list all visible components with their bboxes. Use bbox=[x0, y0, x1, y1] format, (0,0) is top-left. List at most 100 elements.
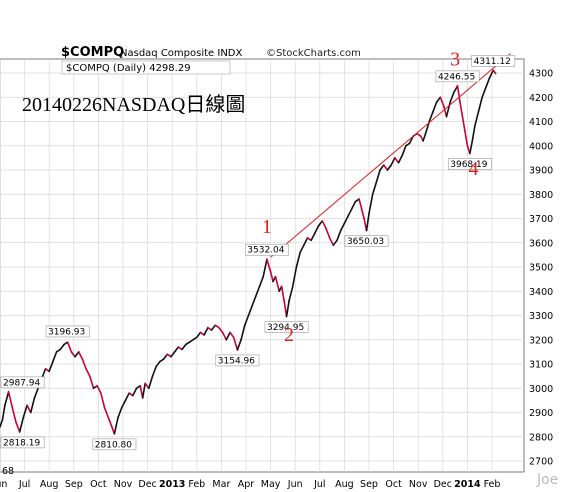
callout-label: 3294.95 bbox=[267, 323, 304, 333]
chart-title: 20140226NASDAQ日線圖 bbox=[22, 93, 245, 116]
price-segment bbox=[368, 193, 374, 215]
grid bbox=[0, 59, 524, 472]
y-tick-label: 2700 bbox=[529, 457, 553, 468]
price-segment bbox=[269, 271, 274, 283]
callout-box bbox=[264, 321, 309, 333]
x-tick-label: Sep bbox=[65, 479, 83, 490]
x-tick-label: Oct bbox=[90, 479, 107, 490]
callout-label: 2818.19 bbox=[3, 438, 40, 448]
y-tick-label: 3300 bbox=[529, 311, 553, 322]
price-segment bbox=[336, 229, 342, 242]
price-segment bbox=[132, 387, 138, 397]
price-segment bbox=[471, 125, 476, 142]
chart-symbol: $COMPQ bbox=[61, 45, 124, 60]
x-tick-label: Mar bbox=[212, 479, 230, 490]
price-segment bbox=[360, 208, 365, 220]
x-tick-label: Aug bbox=[335, 479, 354, 490]
callout-box bbox=[45, 325, 90, 338]
y-tick-label: 4100 bbox=[529, 117, 553, 128]
price-segment bbox=[74, 351, 80, 358]
price-segment bbox=[22, 404, 28, 419]
price-segment bbox=[29, 397, 36, 414]
y-tick-label: 3700 bbox=[529, 214, 553, 225]
price-segment bbox=[449, 91, 455, 103]
wave-label: 4 bbox=[469, 158, 479, 180]
callout-label: 3968.19 bbox=[450, 160, 487, 170]
price-segment bbox=[251, 295, 257, 307]
signature: Joe bbox=[536, 472, 558, 488]
price-segment bbox=[285, 300, 290, 318]
y-tick-label: 3000 bbox=[529, 384, 553, 395]
price-segment bbox=[283, 300, 288, 318]
wave-label: 2 bbox=[284, 324, 294, 346]
price-segment bbox=[390, 157, 396, 166]
callout-label: 3154.96 bbox=[218, 356, 255, 366]
price-segment bbox=[459, 101, 464, 118]
callout-box bbox=[0, 376, 45, 389]
price-segment bbox=[210, 324, 217, 331]
y-tick-label: 3800 bbox=[529, 190, 553, 201]
price-segment bbox=[258, 275, 265, 288]
price-segment bbox=[314, 224, 320, 234]
price-segment bbox=[317, 220, 324, 227]
price-segment bbox=[325, 227, 331, 239]
price-segment bbox=[33, 387, 39, 399]
x-tick-label: Dec bbox=[434, 479, 452, 490]
wave-label-layer: 12345 bbox=[262, 49, 479, 346]
price-segment bbox=[379, 164, 385, 171]
price-segment bbox=[173, 346, 180, 353]
price-segment bbox=[77, 351, 84, 360]
price-segment bbox=[288, 285, 294, 302]
y-tick-partial-label: 68 bbox=[2, 466, 14, 477]
chart-source: ©StockCharts.com bbox=[266, 48, 361, 59]
x-tick-label: Dec bbox=[138, 479, 156, 490]
price-segment bbox=[397, 154, 404, 164]
callout-label: 2810.80 bbox=[95, 440, 132, 450]
price-segment bbox=[124, 392, 130, 402]
y-tick-label: 3900 bbox=[529, 166, 553, 177]
price-segment bbox=[461, 115, 466, 132]
chart-instrument-name: Nasdaq Composite INDX bbox=[120, 48, 242, 59]
callout-box bbox=[245, 243, 289, 256]
price-segment bbox=[350, 200, 357, 210]
price-segment bbox=[103, 406, 110, 419]
price-segment bbox=[218, 326, 224, 334]
price-segment bbox=[141, 382, 146, 399]
callout-box bbox=[0, 436, 45, 449]
x-tick-label: Nov bbox=[409, 479, 428, 490]
price-segment bbox=[1, 404, 6, 421]
price-segment bbox=[280, 285, 285, 302]
price-segment bbox=[15, 421, 21, 433]
x-tick-label: Jun bbox=[0, 479, 7, 490]
y-tick-label: 3400 bbox=[529, 287, 553, 298]
y-tick-label: 2900 bbox=[529, 408, 553, 419]
price-segment bbox=[477, 96, 483, 113]
wave-label: 3 bbox=[450, 49, 460, 71]
price-segment bbox=[48, 360, 54, 373]
price-segment bbox=[221, 331, 228, 341]
price-segment bbox=[371, 181, 378, 196]
x-tick-label: 2014 bbox=[454, 479, 481, 490]
y-tick-label: 4000 bbox=[529, 141, 553, 152]
price-segment bbox=[66, 341, 73, 353]
price-segment bbox=[328, 237, 335, 246]
price-segment bbox=[382, 164, 389, 171]
x-tick-label: Jun bbox=[287, 479, 303, 490]
price-segment bbox=[26, 404, 32, 414]
price-segment bbox=[439, 96, 445, 108]
price-segment bbox=[469, 140, 474, 155]
price-segment bbox=[445, 101, 451, 118]
price-segment bbox=[321, 220, 327, 229]
price-segment bbox=[255, 285, 261, 297]
x-tick-label: May bbox=[261, 479, 281, 490]
x-tick-label: Apr bbox=[238, 479, 255, 490]
x-tick-label: Oct bbox=[385, 479, 402, 490]
legend-label: $COMPQ (Daily) 4298.29 bbox=[66, 63, 191, 74]
price-segment bbox=[310, 232, 316, 242]
price-segment bbox=[120, 399, 127, 409]
price-segment bbox=[332, 239, 338, 246]
callout-box bbox=[471, 55, 516, 67]
price-segment bbox=[151, 365, 158, 377]
price-segment bbox=[492, 69, 497, 75]
price-segment bbox=[203, 326, 209, 336]
